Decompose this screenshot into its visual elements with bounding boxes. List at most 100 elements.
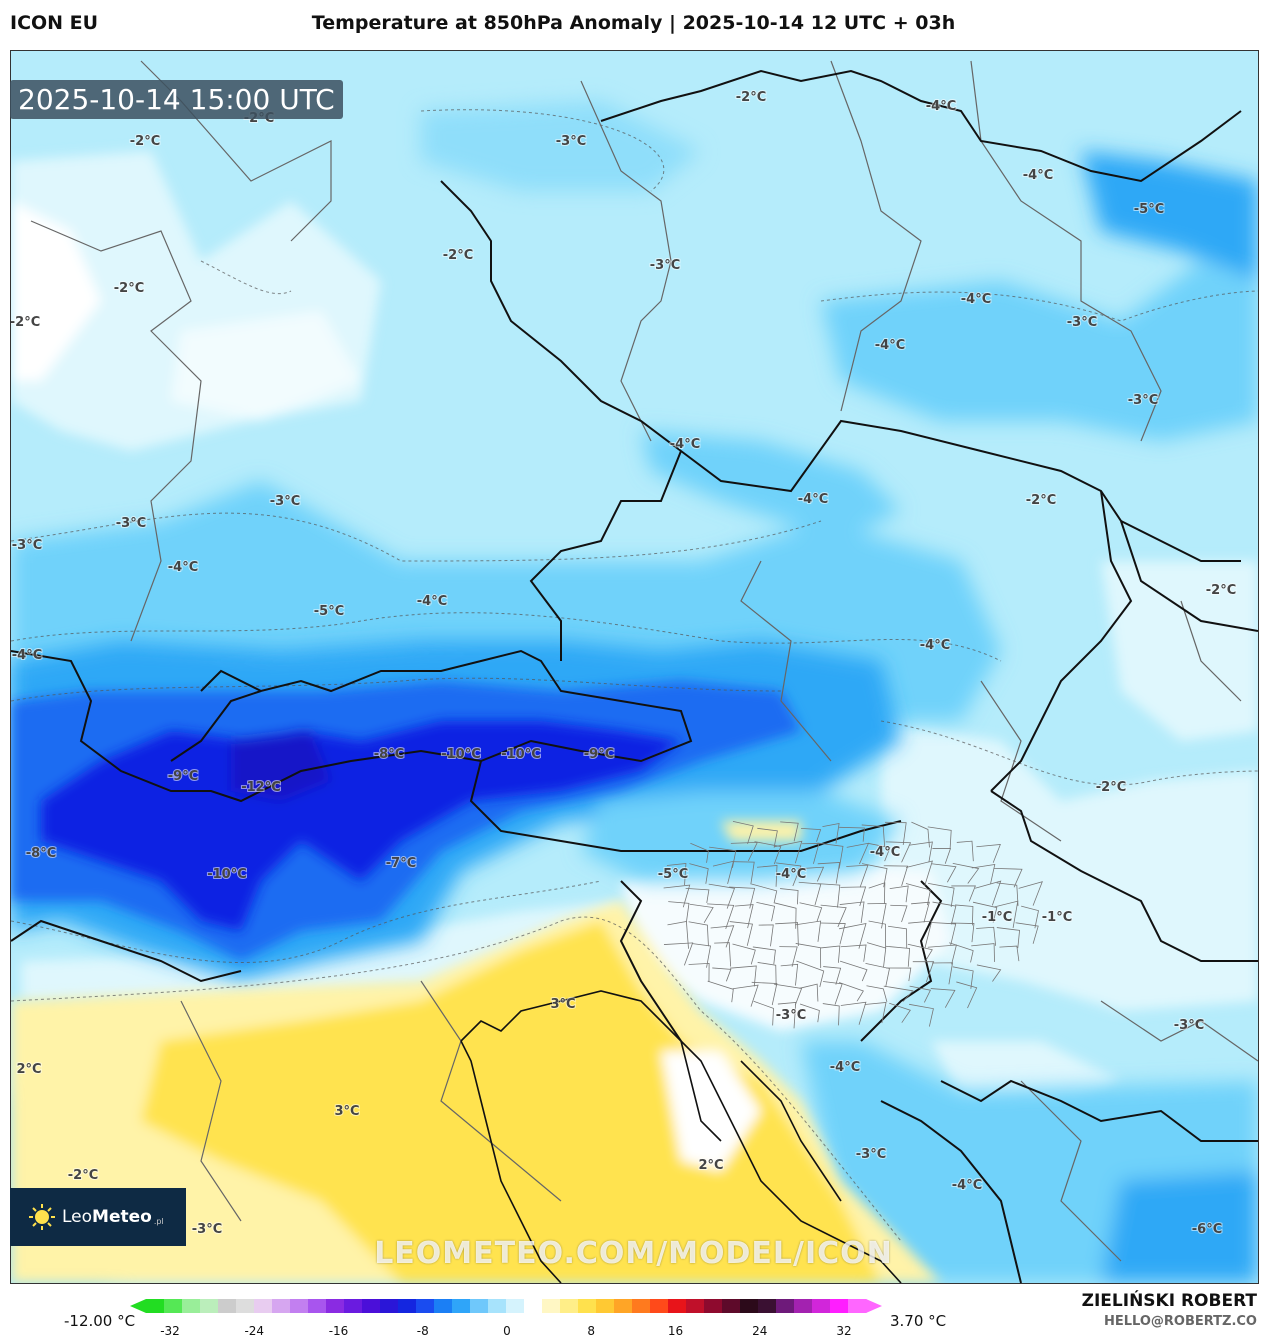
isotherm-label: -4°C — [926, 99, 956, 114]
isotherm-label: -4°C — [1023, 168, 1053, 183]
isotherm-labels: -2°C -2°C -3°C -2°C -4°C -4°C -5°C -2°C -3°C -2°C… — [11, 89, 1237, 1238]
colorbar-segment — [344, 1299, 363, 1313]
colorbar-segment — [686, 1299, 705, 1313]
warm-anomaly-zones — [11, 821, 941, 1283]
colorbar-ticks: -32 -24 -16 -8 0 8 16 24 32 — [0, 1324, 1267, 1338]
colorbar-segment — [308, 1299, 327, 1313]
isotherm-label: -4°C — [798, 492, 828, 507]
chart-title: Temperature at 850hPa Anomaly | 2025-10-… — [311, 12, 956, 34]
colorbar-segment — [848, 1299, 867, 1313]
colorbar-segment — [254, 1299, 273, 1313]
coastline — [460, 990, 902, 1283]
colorbar-segment — [416, 1299, 435, 1313]
colorbar-segment — [524, 1299, 543, 1313]
isotherm-label: -9°C — [584, 747, 614, 762]
colorbar-segment — [794, 1299, 813, 1313]
colorbar-segment — [758, 1299, 777, 1313]
colorbar-segment — [362, 1299, 381, 1313]
isotherm-label: -4°C — [952, 1178, 982, 1193]
isotherm-label: 3°C — [334, 1104, 359, 1119]
colorbar-tick-label: -8 — [416, 1324, 429, 1338]
leometeo-logo: LeoMeteo .pl — [10, 1188, 186, 1246]
isotherm-label: -1°C — [1042, 910, 1072, 925]
isotherm-label: -3°C — [1128, 393, 1158, 408]
colorbar-segment — [182, 1299, 201, 1313]
logo-text: LeoMeteo — [62, 1207, 152, 1227]
isotherm-label: 3°C — [550, 997, 575, 1012]
colorbar-segment — [596, 1299, 615, 1313]
map-panel: -2°C -2°C -3°C -2°C -4°C -4°C -5°C -2°C -3°C -2°C… — [10, 50, 1259, 1284]
isotherm-label: -4°C — [870, 845, 900, 860]
colorbar-segment — [614, 1299, 633, 1313]
isotherm-label: -4°C — [920, 638, 950, 653]
isotherm-label: -3°C — [856, 1147, 886, 1162]
temperature-anomaly-map: -2°C -2°C -3°C -2°C -4°C -4°C -5°C -2°C -3°C -2°C… — [11, 51, 1258, 1283]
isotherm-label: -10°C — [441, 747, 481, 762]
isotherm-label: -7°C — [386, 856, 416, 871]
isotherm-label: -5°C — [1134, 202, 1164, 217]
isotherm-label: -5°C — [658, 867, 688, 882]
isotherm-label: -3°C — [1174, 1018, 1204, 1033]
colorbar-max-arrow — [866, 1299, 882, 1313]
author-email: HELLO@ROBERTZ.CO — [1103, 1314, 1257, 1329]
isotherm-label: -4°C — [961, 292, 991, 307]
isotherm-label: -8°C — [374, 747, 404, 762]
colorbar-tick-label: -24 — [244, 1324, 265, 1338]
colorbar-segment — [830, 1299, 849, 1313]
colorbar-tick-label: 8 — [587, 1324, 596, 1338]
isotherm-label: -10°C — [501, 747, 541, 762]
colorbar-min-arrow — [130, 1299, 146, 1313]
colorbar-segment — [650, 1299, 669, 1313]
colorbar-segment — [380, 1299, 399, 1313]
logo-tld: .pl — [153, 1216, 164, 1226]
isotherm-label: -3°C — [1067, 315, 1097, 330]
colorbar-segment — [542, 1299, 561, 1313]
isotherm-label: -4°C — [168, 560, 198, 575]
municipal-borders — [663, 821, 1043, 1029]
isotherm-label: -4°C — [830, 1060, 860, 1075]
colorbar-segment — [434, 1299, 453, 1313]
colorbar-segment — [218, 1299, 237, 1313]
author-name: ZIELIŃSKI ROBERT — [1081, 1291, 1257, 1311]
isotherm-label: -2°C — [1096, 780, 1126, 795]
colorbar-max-label: 3.70 °C — [890, 1312, 947, 1330]
colorbar-segment — [668, 1299, 687, 1313]
colorbar-segment — [488, 1299, 507, 1313]
colorbar-segment — [146, 1299, 165, 1313]
colorbar — [130, 1299, 882, 1313]
isotherm-label: -4°C — [417, 594, 447, 609]
colorbar-tick-label: 0 — [503, 1324, 511, 1338]
colorbar-segment — [290, 1299, 309, 1313]
isotherm-label: -4°C — [670, 437, 700, 452]
isotherm-label: -2°C — [443, 248, 473, 263]
pale-zones — [11, 151, 1258, 1111]
isotherm-label: -3°C — [12, 538, 42, 553]
isotherm-label: -5°C — [314, 604, 344, 619]
colorbar-segment — [632, 1299, 651, 1313]
deep-blue-core — [41, 721, 681, 931]
isotherm-label: -2°C — [11, 315, 40, 330]
colorbar-segment — [326, 1299, 345, 1313]
isotherm-label: -2°C — [736, 90, 766, 105]
isotherm-label: -10°C — [207, 867, 247, 882]
colorbar-segment — [560, 1299, 579, 1313]
isotherm-label: -4°C — [875, 338, 905, 353]
colorbar-tick-label: 16 — [667, 1324, 684, 1338]
isotherm-label: -3°C — [116, 516, 146, 531]
isotherm-label: -1°C — [982, 910, 1012, 925]
colorbar-segment — [164, 1299, 183, 1313]
colorbar-segment — [398, 1299, 417, 1313]
isotherm-label: -3°C — [556, 134, 586, 149]
isotherm-label: 2°C — [698, 1158, 723, 1173]
colorbar-tick-label: 32 — [836, 1324, 852, 1338]
colorbar-tick-label: 24 — [752, 1324, 768, 1338]
colorbar-segment — [812, 1299, 831, 1313]
colorbar-tick-label: -32 — [160, 1324, 180, 1338]
colorbar-segment — [200, 1299, 219, 1313]
colorbar-segment — [452, 1299, 471, 1313]
isotherm-label: -2°C — [114, 281, 144, 296]
colorbar-segment — [470, 1299, 489, 1313]
colorbar-segment — [578, 1299, 597, 1313]
colorbar-segment — [236, 1299, 255, 1313]
isotherm-label: -6°C — [1192, 1222, 1222, 1237]
